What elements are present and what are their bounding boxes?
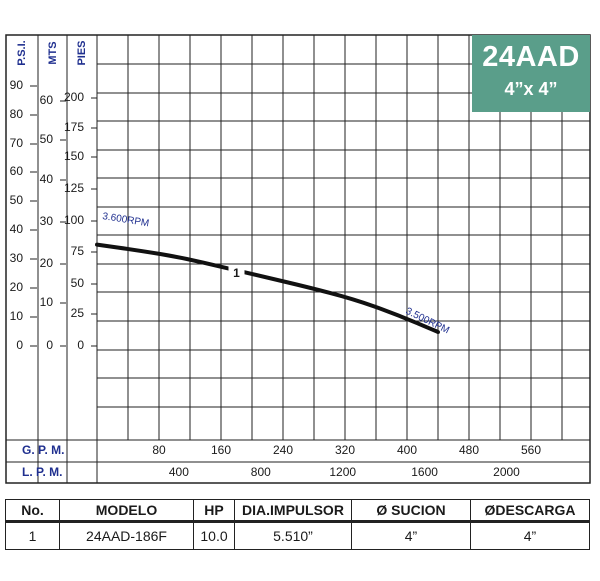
y-tick-label: 150	[64, 149, 84, 163]
header-dia-impulsor: DIA.IMPULSOR	[234, 499, 352, 522]
gpm-tick-label: 560	[521, 443, 541, 457]
lpm-axis-title: L. P. M.	[22, 465, 62, 479]
curve-label-bg	[228, 264, 245, 281]
gpm-tick-label: 80	[152, 443, 166, 457]
model-size: 4”x 4”	[504, 79, 558, 99]
y-tick-label: 75	[71, 244, 85, 258]
y-tick-label: 10	[40, 295, 54, 309]
y-tick-label: 25	[71, 306, 85, 320]
gpm-tick-label: 400	[397, 443, 417, 457]
pump-curve-1	[95, 242, 440, 334]
y-tick-label: 90	[10, 78, 24, 92]
y-axis-title: PIES	[76, 40, 88, 65]
spec-table: No. MODELO HP DIA.IMPULSOR Ø SUCION ØDES…	[5, 499, 590, 550]
header-modelo: MODELO	[59, 499, 194, 522]
lpm-tick-label: 1200	[329, 465, 356, 479]
y-tick-label: 20	[40, 256, 54, 270]
y-tick-label: 0	[16, 338, 23, 352]
header-sucion: Ø SUCION	[351, 499, 471, 522]
gpm-tick-label: 320	[335, 443, 355, 457]
cell-modelo: 24AAD-186F	[59, 521, 194, 550]
y-tick-label: 20	[10, 280, 24, 294]
curve-number-label: 1	[233, 266, 240, 280]
cell-descarga: 4”	[470, 521, 590, 550]
model-badge: 24AAD 4”x 4”	[472, 35, 590, 112]
gpm-tick-label: 160	[211, 443, 231, 457]
y-tick-label: 60	[10, 164, 24, 178]
y-tick-label: 200	[64, 90, 84, 104]
y-axis-title: MTS	[47, 41, 59, 64]
lpm-tick-label: 400	[169, 465, 189, 479]
y-tick-label: 40	[40, 172, 54, 186]
y-tick-label: 50	[71, 276, 85, 290]
gpm-axis-title: G. P. M.	[22, 443, 64, 457]
y-tick-label: 0	[46, 338, 53, 352]
spec-header-row: No. MODELO HP DIA.IMPULSOR Ø SUCION ØDES…	[5, 499, 590, 522]
cell-sucion: 4”	[351, 521, 471, 550]
model-name: 24AAD	[482, 41, 580, 73]
rpm-label-start: 3.600RPM	[102, 211, 150, 229]
y-tick-label: 175	[64, 120, 84, 134]
lpm-tick-label: 800	[251, 465, 271, 479]
gpm-tick-label: 240	[273, 443, 293, 457]
gpm-tick-label: 480	[459, 443, 479, 457]
y-tick-label: 40	[10, 222, 24, 236]
y-tick-label: 100	[64, 213, 84, 227]
y-axis-title: P.S.I.	[16, 40, 28, 65]
axis-text-layer: P.S.I. MTS PIES908070605040302010060504030…	[10, 40, 542, 479]
table-row: 1 24AAD-186F 10.0 5.510” 4” 4”	[5, 521, 590, 550]
lpm-tick-label: 2000	[493, 465, 520, 479]
header-hp: HP	[193, 499, 235, 522]
y-tick-label: 50	[40, 132, 54, 146]
pump-curve-chart: P.S.I. MTS PIES908070605040302010060504030…	[5, 34, 591, 484]
cell-dia-impulsor: 5.510”	[234, 521, 352, 550]
y-tick-label: 30	[10, 251, 24, 265]
y-tick-label: 30	[40, 214, 54, 228]
y-tick-label: 80	[10, 107, 24, 121]
header-no: No.	[5, 499, 60, 522]
header-descarga: ØDESCARGA	[470, 499, 590, 522]
lpm-tick-label: 1600	[411, 465, 438, 479]
y-tick-label: 125	[64, 181, 84, 195]
grid-layer	[5, 34, 591, 484]
cell-no: 1	[5, 521, 60, 550]
y-tick-label: 10	[10, 309, 24, 323]
cell-hp: 10.0	[193, 521, 235, 550]
y-tick-label: 50	[10, 193, 24, 207]
y-tick-label: 0	[77, 338, 84, 352]
y-tick-label: 70	[10, 136, 24, 150]
y-tick-label: 60	[40, 93, 54, 107]
